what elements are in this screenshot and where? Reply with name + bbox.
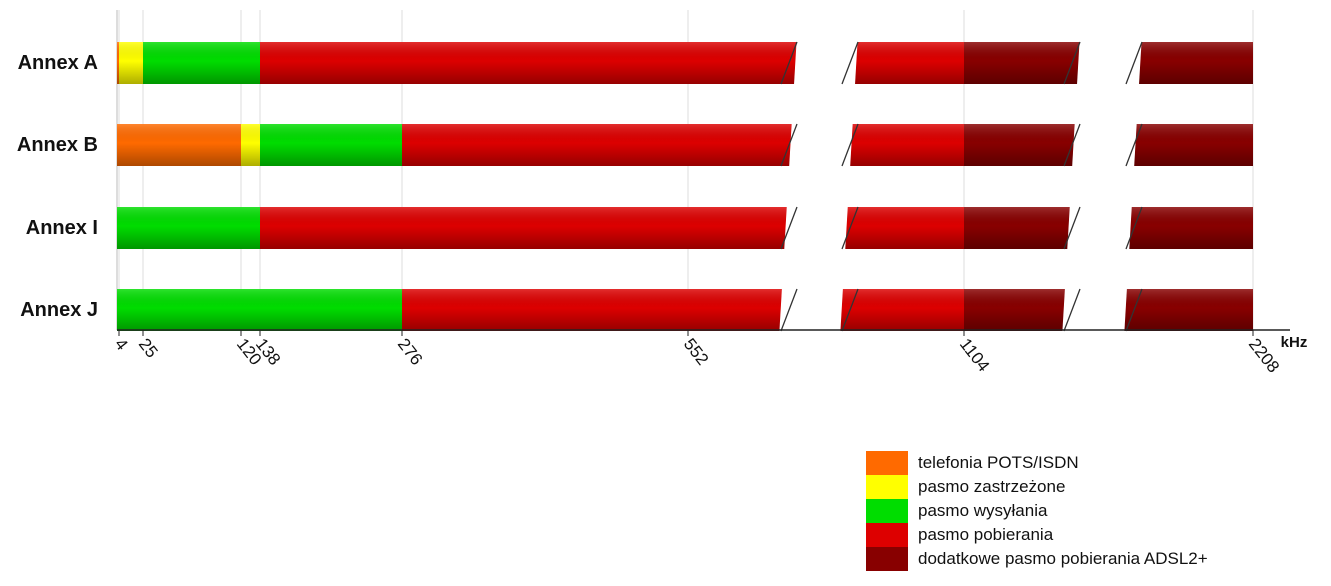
break-edge [1125, 288, 1143, 332]
break-edge [841, 123, 859, 167]
break-edge [841, 206, 859, 250]
legend-swatch [866, 499, 908, 523]
legend-swatch [866, 523, 908, 547]
axis-break [1062, 34, 1143, 338]
break-edge [780, 123, 798, 167]
bar-segment-shading [260, 42, 964, 84]
legend-label: telefonia POTS/ISDN [918, 453, 1079, 472]
break-edge [1063, 288, 1081, 332]
bar-segment-shading [402, 289, 964, 331]
legend-item: dodatkowe pasmo pobierania ADSL2+ [866, 547, 1208, 571]
x-tick-label: 4 [111, 335, 132, 354]
bar-segment-shading [117, 207, 260, 249]
legend-item: pasmo zastrzeżone [866, 475, 1065, 499]
break-edge [1125, 123, 1143, 167]
break-edge [780, 288, 798, 332]
break-edge [780, 41, 798, 85]
legend: telefonia POTS/ISDN pasmo zastrzeżone pasm… [866, 451, 1208, 571]
break-edge [1063, 123, 1081, 167]
row-label: Annex I [26, 217, 98, 239]
break-edge [1125, 41, 1143, 85]
bar-segment-shading [117, 42, 119, 84]
break-edge [1063, 41, 1081, 85]
legend-item: telefonia POTS/ISDN [866, 451, 1079, 475]
row-labels: Annex A Annex B Annex I Annex J [17, 52, 98, 321]
bar-segment-shading [260, 207, 964, 249]
bar-segment-shading [117, 124, 241, 166]
legend-label: dodatkowe pasmo pobierania ADSL2+ [918, 549, 1208, 568]
legend-label: pasmo zastrzeżone [918, 477, 1065, 496]
x-tick-label: 2208 [1245, 335, 1283, 377]
row-label: Annex B [17, 134, 98, 156]
bar-segment-shading [402, 124, 964, 166]
legend-item: pasmo pobierania [866, 523, 1054, 547]
break-edge [1063, 206, 1081, 250]
break-edge [1125, 206, 1143, 250]
x-tick-label: 276 [394, 335, 426, 369]
legend-swatch [866, 547, 908, 571]
bar-segment-shading [260, 124, 402, 166]
legend-swatch [866, 451, 908, 475]
bar-row [117, 289, 1253, 331]
legend-swatch [866, 475, 908, 499]
x-tick-label: 25 [135, 335, 162, 362]
x-tick-label: 552 [680, 335, 712, 369]
bar-segment-shading [241, 124, 260, 166]
row-label: Annex A [18, 52, 98, 74]
break-edge [841, 288, 859, 332]
break-edge [780, 206, 798, 250]
legend-item: pasmo wysyłania [866, 499, 1048, 523]
legend-label: pasmo wysyłania [918, 501, 1048, 520]
row-label: Annex J [20, 299, 98, 321]
break-edge [841, 41, 859, 85]
axis-break [779, 34, 859, 338]
bar-segment-shading [143, 42, 260, 84]
break-gap [1062, 34, 1142, 338]
axis-breaks [779, 34, 1143, 338]
bar-segment-shading [119, 42, 143, 84]
bar-segment-shading [117, 289, 402, 331]
break-gap [779, 34, 858, 338]
x-axis-unit: kHz [1281, 334, 1308, 351]
x-tick-label: 1104 [956, 335, 993, 376]
legend-label: pasmo pobierania [918, 525, 1054, 544]
